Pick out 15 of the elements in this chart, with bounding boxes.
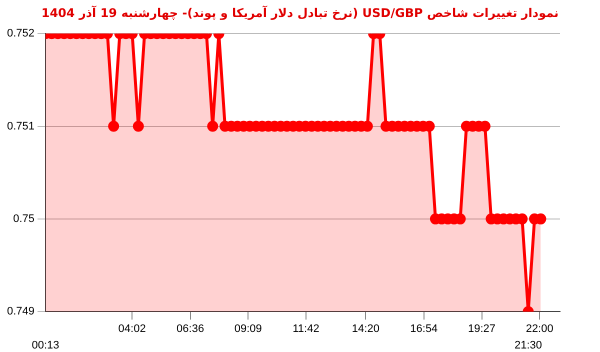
x-tick-label: 16:54 [410, 323, 438, 336]
x-tick-label: 14:20 [352, 323, 380, 336]
y-tick-label: 0.749 [6, 306, 35, 318]
x-tick-label: 06:36 [176, 323, 204, 336]
y-tick-label: 0.752 [6, 28, 35, 40]
y-tick-label: 0.751 [6, 120, 35, 132]
x2-tick-label: 21:30 [514, 339, 542, 352]
x-tick-label: 19:27 [468, 323, 496, 336]
x-tick-label: 04:02 [118, 323, 146, 336]
chart-title: نمودار تغییرات شاخص USD/GBP (نرخ تبادل دلار آمریکا و پوند)- چهارشنبه 19 آذر 1404 [40, 6, 560, 20]
x-tick-label: 22:00 [526, 323, 554, 336]
x-tick-label: 11:42 [292, 323, 320, 336]
x2-tick-label: 00:13 [32, 339, 60, 352]
y-tick-label: 0.75 [13, 212, 35, 225]
x-tick-label: 09:09 [234, 323, 262, 336]
